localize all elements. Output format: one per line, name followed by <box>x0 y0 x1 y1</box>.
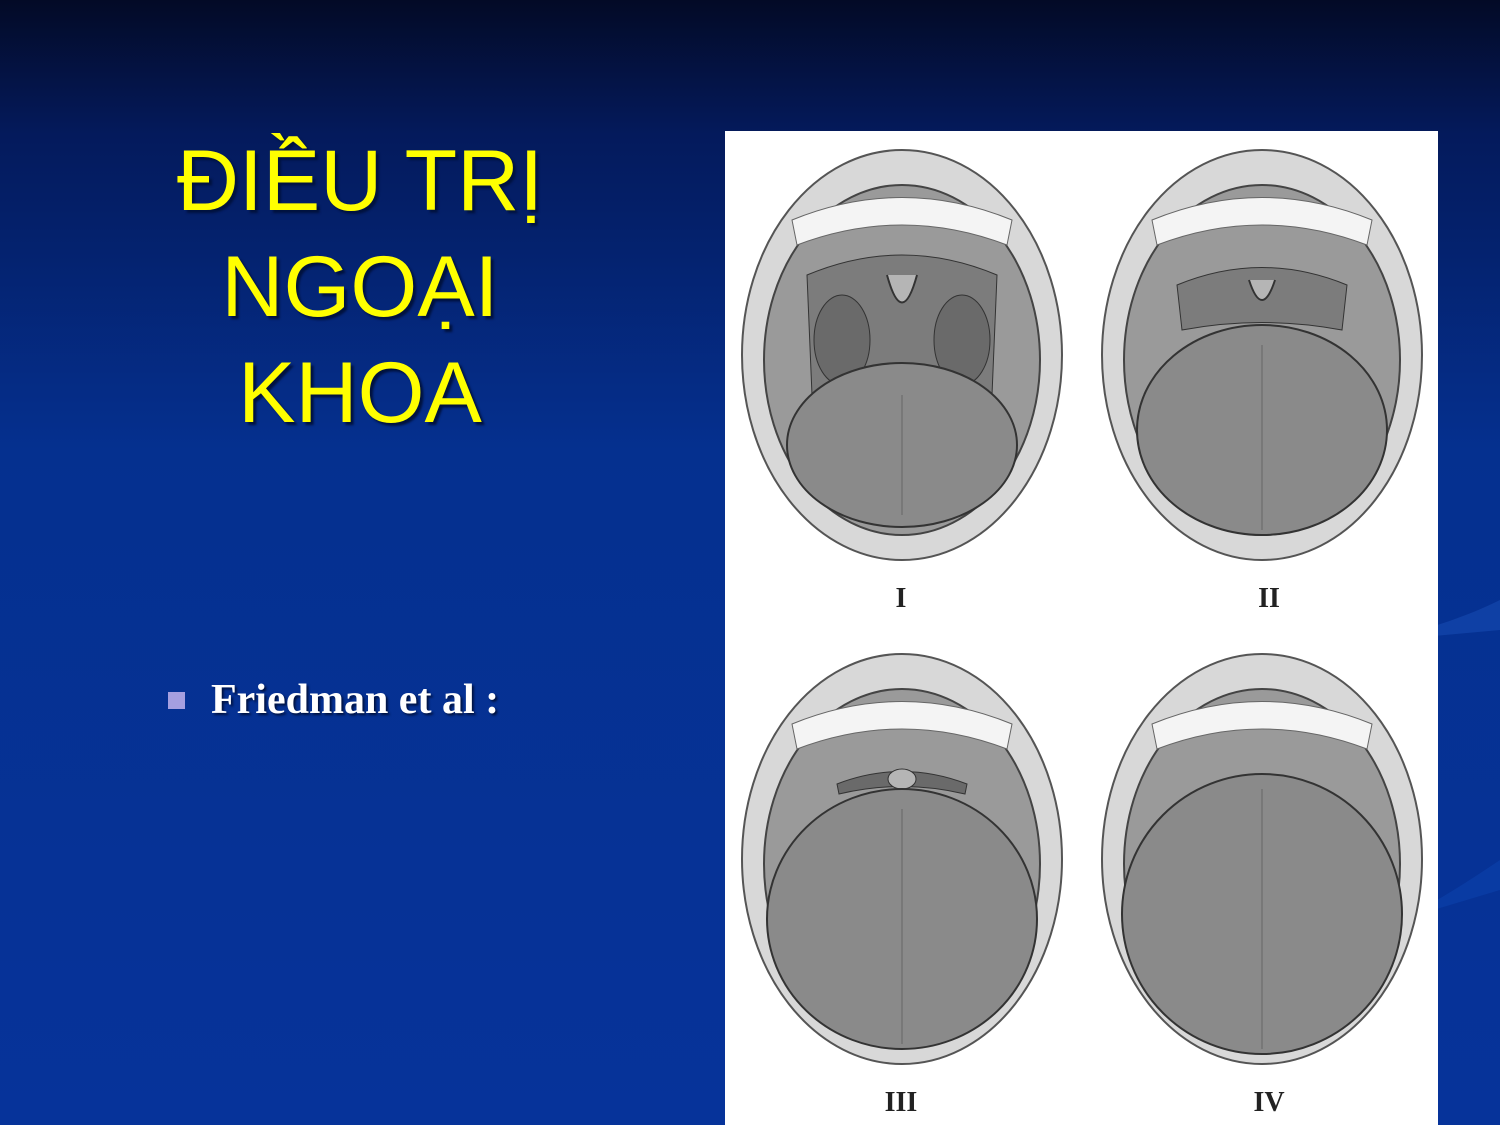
background-swoosh <box>1390 600 1500 920</box>
slide-title: ĐIỀU TRỊ NGOẠI KHOA <box>110 128 610 446</box>
mouth-grade-3-illustration <box>741 653 1063 1065</box>
grade-label-2: II <box>1258 583 1280 614</box>
title-line: KHOA <box>238 345 482 441</box>
square-bullet-icon <box>168 691 185 709</box>
friedman-palate-figure: I II III <box>725 131 1438 1125</box>
title-line: NGOẠI <box>221 239 499 335</box>
grade-label-3: III <box>884 1087 918 1118</box>
title-line: ĐIỀU TRỊ <box>176 133 544 229</box>
grade-label-1: I <box>895 583 907 614</box>
mouth-grade-1-illustration <box>741 149 1063 561</box>
mouth-grade-2-illustration <box>1101 149 1423 561</box>
bullet-item: Friedman et al : <box>168 676 499 724</box>
bullet-text: Friedman et al : <box>211 677 500 723</box>
grade-label-4: IV <box>1253 1087 1285 1118</box>
mouth-grade-4-illustration <box>1101 653 1423 1065</box>
